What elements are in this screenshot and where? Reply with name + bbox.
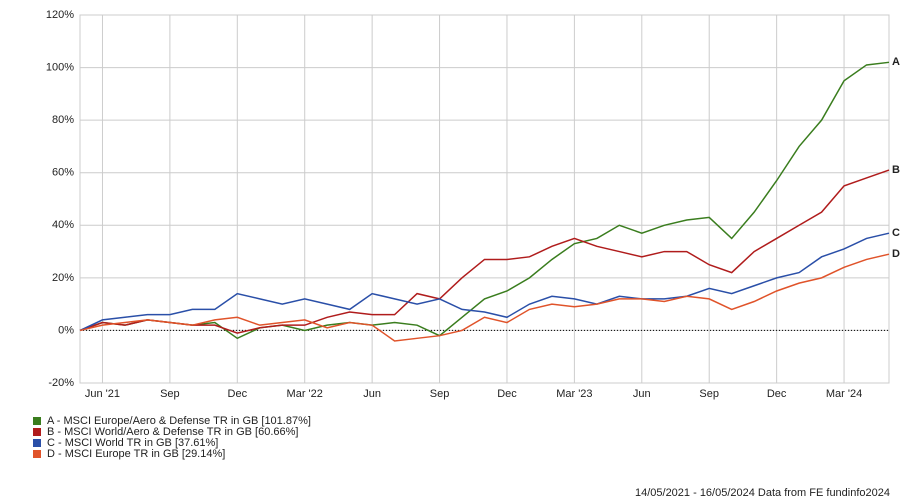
x-tick-label: Dec (767, 388, 787, 400)
legend-label: A - MSCI Europe/Aero & Defense TR in GB … (47, 415, 311, 427)
x-tick-label: Sep (699, 388, 719, 400)
x-tick-label: Jun (633, 388, 651, 400)
x-tick-label: Jun (363, 388, 381, 400)
x-tick-label: Jun '21 (85, 388, 120, 400)
footer: 14/05/2021 - 16/05/2024 Data from FE fun… (635, 487, 890, 499)
series-line (79, 61, 890, 340)
y-tick-label: 100% (46, 61, 74, 73)
x-tick-label: Mar '23 (556, 388, 592, 400)
y-tick-label: -20% (48, 377, 74, 389)
legend-swatch (33, 417, 41, 425)
end-label: A (892, 56, 900, 68)
y-tick-label: 0% (58, 324, 74, 336)
series-line (79, 232, 890, 332)
end-label: C (892, 227, 900, 239)
legend-label: C - MSCI World TR in GB [37.61%] (47, 437, 218, 449)
x-tick-label: Mar '22 (287, 388, 323, 400)
end-label: B (892, 164, 900, 176)
x-tick-label: Sep (430, 388, 450, 400)
y-tick-label: 80% (52, 114, 74, 126)
legend-swatch (33, 450, 41, 458)
x-tick-label: Dec (497, 388, 517, 400)
legend-label: B - MSCI World/Aero & Defense TR in GB [… (47, 426, 298, 438)
series-line (79, 169, 890, 334)
y-tick-label: 40% (52, 219, 74, 231)
x-tick-label: Dec (228, 388, 248, 400)
legend-swatch (33, 428, 41, 436)
y-tick-label: 60% (52, 167, 74, 179)
y-tick-label: 20% (52, 272, 74, 284)
end-label: D (892, 248, 900, 260)
x-tick-label: Mar '24 (826, 388, 862, 400)
plot-area (79, 14, 890, 384)
x-tick-label: Sep (160, 388, 180, 400)
legend-label: D - MSCI Europe TR in GB [29.14%] (47, 448, 225, 460)
legend-swatch (33, 439, 41, 447)
y-tick-label: 120% (46, 9, 74, 21)
series-line (79, 253, 890, 342)
